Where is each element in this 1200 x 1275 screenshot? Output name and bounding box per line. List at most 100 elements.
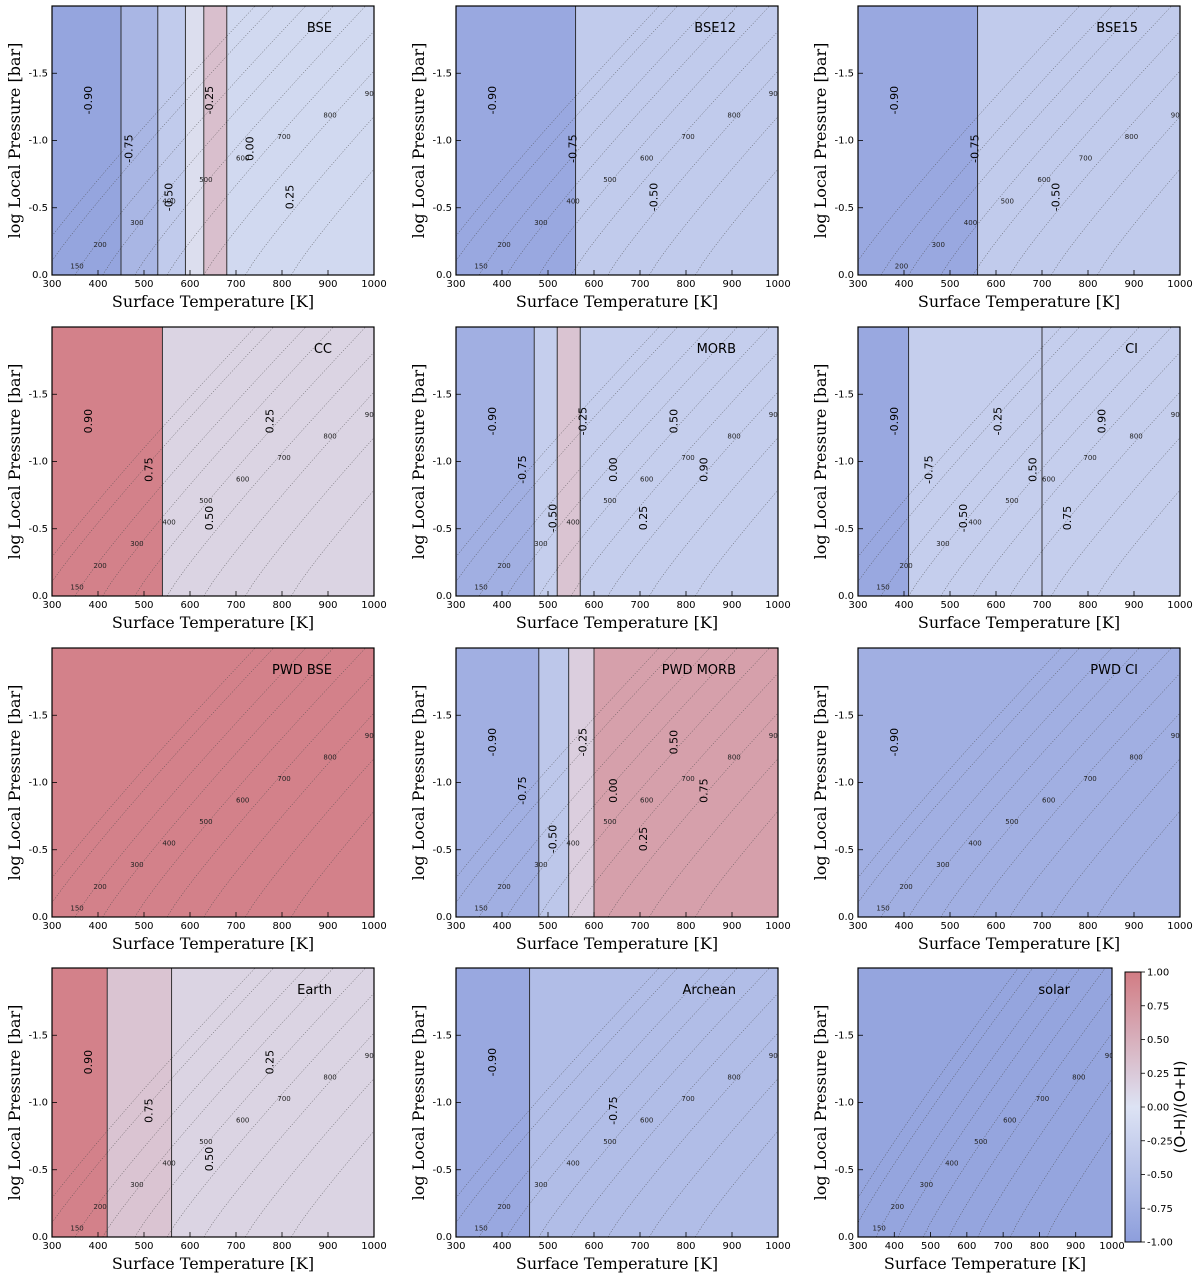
contour-label: -0.90 [486,86,499,114]
isotherm-label: 600 [236,476,249,484]
y-axis-label: log Local Pressure [bar] [5,364,24,560]
y-tick-label: -1.0 [432,1098,452,1109]
x-tick-label: 600 [957,1241,976,1252]
isotherm-label: 500 [974,1138,987,1146]
isotherm-label: 200 [93,883,106,891]
x-tick-label: 600 [180,600,199,611]
x-tick-label: 700 [630,921,649,932]
isotherm-label: 700 [1036,1095,1049,1103]
isotherm-label: 800 [323,1074,336,1082]
isotherm-label: 800 [1072,1074,1085,1082]
colorbar-tick-label: -1.00 [1147,1238,1173,1249]
y-tick-label: -0.5 [432,1165,452,1176]
isotherm-label: 900 [1105,1052,1118,1060]
x-tick-label: 900 [318,921,337,932]
y-tick-label: -1.5 [432,1030,452,1041]
y-tick-label: -1.5 [834,389,854,400]
panel-pwd-bse: 150 200 300 400 500 600 700 800 900 PWD BSE 300 400… [5,647,387,953]
isotherm-label: 500 [1001,198,1014,206]
contour-label: -0.90 [82,86,95,114]
panel-cc: 150 200 300 400 500 600 700 800 900 0.90 0.75 0.50 0… [5,326,387,632]
x-tick-label: 400 [894,600,913,611]
isotherm-label: 700 [277,133,290,141]
y-tick-label: 0.0 [32,591,48,602]
y-tick-label: -1.5 [834,710,854,721]
x-tick-label: 400 [894,279,913,290]
y-tick-label: 0.0 [436,270,452,281]
region-0 [456,327,535,596]
x-tick-label: 700 [1032,921,1051,932]
isotherm-label: 200 [497,1203,510,1211]
x-tick-label: 400 [492,600,511,611]
y-tick-label: -0.5 [834,845,854,856]
y-axis-label: log Local Pressure [bar] [409,43,428,239]
isotherm-label: 800 [323,112,336,120]
x-tick-label: 600 [986,279,1005,290]
contour-label: -0.75 [122,134,135,162]
region-3 [185,6,205,275]
x-tick-label: 700 [226,279,245,290]
region-2 [157,6,186,275]
y-tick-label: -1.0 [28,457,48,468]
y-axis-label: log Local Pressure [bar] [409,685,428,881]
y-axis-label: log Local Pressure [bar] [811,1005,830,1201]
x-tick-label: 1000 [1099,1241,1124,1252]
isotherm-label: 700 [681,775,694,783]
x-tick-label: 700 [630,600,649,611]
y-tick-label: -0.5 [28,845,48,856]
region-2 [171,968,374,1237]
isotherm-label: 400 [566,1160,579,1168]
isotherm-line [858,968,1019,1199]
isotherm-label: 500 [603,497,616,505]
isotherm-label: 600 [1042,797,1055,805]
contour-label: 0.90 [82,1050,95,1075]
x-tick-label: 800 [676,921,695,932]
contour-label: -0.50 [547,504,560,532]
isotherm-line [977,1032,1112,1237]
isotherm-label: 600 [640,155,653,163]
isotherm-label: 700 [1083,775,1096,783]
isotherm-label: 400 [566,198,579,206]
contour-label: 0.00 [607,457,620,482]
y-tick-label: -0.5 [834,203,854,214]
isotherm-label: 700 [681,454,694,462]
isotherm-line [875,968,1059,1237]
contour-label: -0.75 [516,776,529,804]
isotherm-label: 700 [277,775,290,783]
x-axis-label: Surface Temperature [K] [516,1254,718,1273]
contour-label: -0.75 [607,1096,620,1124]
x-tick-label: 400 [492,279,511,290]
region-0 [456,6,577,275]
isotherm-label: 900 [1171,411,1184,419]
region-2 [557,327,581,596]
region-4 [203,6,228,275]
region-1 [977,6,1180,275]
panel-pwd-ci: 150 200 300 400 500 600 700 800 900 -0.90 PWD CI 30… [811,647,1193,953]
isotherm-label: 600 [236,797,249,805]
contour-label: 0.90 [1095,409,1108,434]
contour-label: -0.90 [486,1048,499,1076]
colorbar-tick-label: 0.50 [1147,1035,1169,1046]
contour-label: -0.90 [888,728,901,756]
y-tick-label: -1.5 [432,389,452,400]
x-tick-label: 800 [272,1241,291,1252]
x-tick-label: 900 [722,921,741,932]
isotherm-label: 400 [945,1160,958,1168]
isotherm-label: 300 [130,219,143,227]
isotherm-label: 200 [895,262,908,270]
region-1 [575,6,778,275]
region-0 [52,968,108,1237]
isotherm-line [948,992,1112,1237]
y-axis-label: log Local Pressure [bar] [409,364,428,560]
x-tick-label: 600 [584,1241,603,1252]
y-tick-label: -1.5 [834,1030,854,1041]
isotherm-label: 400 [162,1160,175,1168]
isotherm-label: 500 [603,176,616,184]
y-axis-label: log Local Pressure [bar] [5,1005,24,1201]
isotherm-line [923,968,1106,1237]
x-tick-label: 1000 [361,921,386,932]
region-1 [534,327,558,596]
isotherm-label: 900 [769,411,782,419]
y-tick-label: -0.5 [28,1165,48,1176]
